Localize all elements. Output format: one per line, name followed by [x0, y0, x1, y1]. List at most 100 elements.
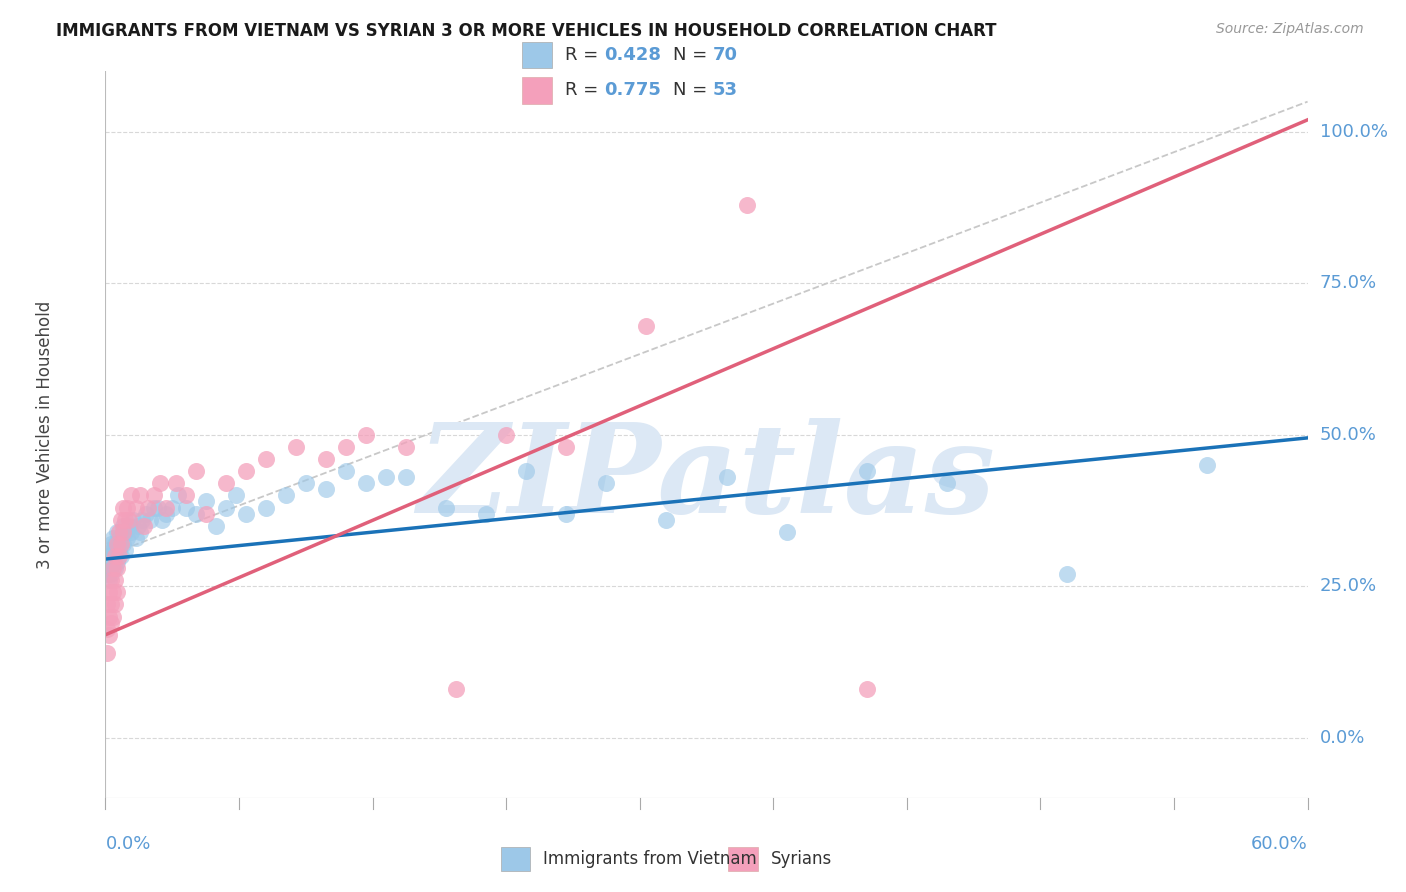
Point — [735, 197, 758, 211]
Point — [98, 573, 121, 587]
Text: 0.0%: 0.0% — [105, 835, 150, 853]
Point — [107, 555, 129, 569]
Point — [254, 452, 277, 467]
Point — [174, 500, 197, 515]
Point — [98, 628, 121, 642]
Point — [295, 476, 318, 491]
Point — [100, 537, 122, 551]
Point — [104, 561, 127, 575]
Point — [96, 549, 118, 563]
Point — [121, 488, 143, 502]
Point — [100, 615, 122, 630]
Point — [104, 598, 127, 612]
Text: 0.428: 0.428 — [605, 45, 661, 63]
Point — [114, 543, 136, 558]
Point — [112, 524, 135, 539]
Point — [128, 488, 150, 502]
Point — [107, 561, 129, 575]
Point — [96, 561, 118, 575]
Point — [148, 476, 170, 491]
Point — [135, 507, 157, 521]
Text: ZIPatlas: ZIPatlas — [418, 417, 995, 540]
Point — [595, 476, 617, 491]
Point — [142, 488, 165, 502]
Point — [214, 500, 236, 515]
Point — [204, 518, 226, 533]
Point — [444, 682, 467, 697]
Text: 3 or more Vehicles in Household: 3 or more Vehicles in Household — [37, 301, 55, 569]
Point — [103, 531, 125, 545]
Point — [1197, 458, 1219, 472]
Point — [104, 549, 127, 563]
Text: R =: R = — [565, 81, 603, 99]
Point — [98, 555, 121, 569]
Point — [117, 500, 139, 515]
Point — [121, 524, 143, 539]
Point — [136, 500, 159, 515]
Point — [100, 573, 122, 587]
Point — [155, 507, 177, 521]
Bar — [522, 78, 553, 104]
Point — [132, 518, 155, 533]
Point — [716, 470, 738, 484]
Text: 50.0%: 50.0% — [1320, 425, 1376, 444]
Point — [103, 585, 125, 599]
Point — [495, 428, 517, 442]
Point — [124, 531, 146, 545]
Text: 75.0%: 75.0% — [1320, 275, 1376, 293]
Text: N =: N = — [673, 45, 713, 63]
Point — [96, 646, 118, 660]
Point — [108, 543, 131, 558]
Point — [184, 507, 207, 521]
Point — [184, 464, 207, 478]
Point — [107, 585, 129, 599]
Point — [515, 464, 537, 478]
Point — [103, 561, 125, 575]
Point — [1056, 567, 1078, 582]
Point — [354, 428, 377, 442]
Point — [96, 598, 118, 612]
Point — [110, 513, 132, 527]
Text: IMMIGRANTS FROM VIETNAM VS SYRIAN 3 OR MORE VEHICLES IN HOUSEHOLD CORRELATION CH: IMMIGRANTS FROM VIETNAM VS SYRIAN 3 OR M… — [56, 22, 997, 40]
Point — [114, 524, 136, 539]
Point — [118, 518, 141, 533]
Point — [98, 543, 121, 558]
Point — [114, 513, 136, 527]
Point — [96, 567, 118, 582]
Point — [776, 524, 799, 539]
Point — [254, 500, 277, 515]
Point — [103, 555, 125, 569]
Text: 100.0%: 100.0% — [1320, 123, 1388, 141]
Point — [100, 598, 122, 612]
Point — [122, 513, 145, 527]
Point — [118, 513, 141, 527]
Point — [100, 567, 122, 582]
Point — [335, 464, 357, 478]
Point — [166, 488, 188, 502]
Point — [165, 476, 187, 491]
Point — [100, 549, 122, 563]
Bar — [728, 847, 758, 871]
Point — [131, 513, 153, 527]
Point — [107, 537, 129, 551]
Text: 60.0%: 60.0% — [1251, 835, 1308, 853]
Point — [395, 440, 418, 454]
Point — [98, 561, 121, 575]
Point — [160, 500, 183, 515]
Point — [107, 543, 129, 558]
Text: Syrians: Syrians — [770, 850, 832, 868]
Point — [936, 476, 959, 491]
Text: 70: 70 — [713, 45, 738, 63]
Text: N =: N = — [673, 81, 713, 99]
Text: 25.0%: 25.0% — [1320, 577, 1376, 595]
Point — [98, 609, 121, 624]
Point — [284, 440, 307, 454]
Point — [108, 549, 131, 563]
Point — [235, 507, 257, 521]
Bar — [522, 42, 553, 69]
Point — [655, 513, 678, 527]
Point — [475, 507, 498, 521]
Point — [235, 464, 257, 478]
Point — [225, 488, 247, 502]
Point — [146, 500, 169, 515]
